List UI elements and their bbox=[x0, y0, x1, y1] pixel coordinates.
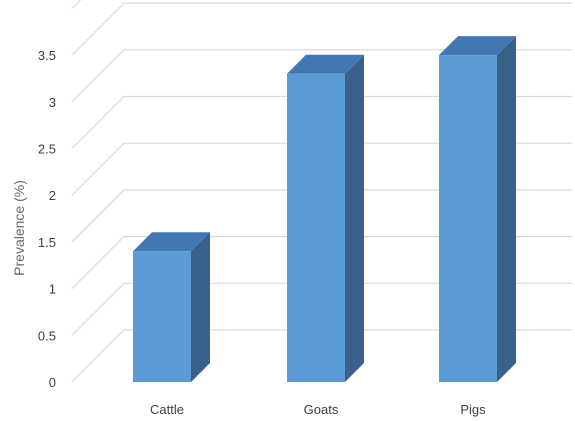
bar-front bbox=[133, 251, 191, 382]
bar-top bbox=[287, 54, 364, 74]
bar-goats bbox=[287, 54, 364, 382]
gridline bbox=[71, 236, 572, 290]
y-tick-label: 2.5 bbox=[38, 142, 56, 157]
bar-front bbox=[439, 55, 497, 382]
gridline bbox=[71, 49, 572, 103]
bar-top bbox=[439, 36, 516, 56]
bar-front bbox=[287, 73, 345, 382]
gridline bbox=[71, 95, 572, 149]
bar-cattle bbox=[133, 232, 210, 382]
y-tick-label: 1.5 bbox=[38, 235, 56, 250]
bars bbox=[133, 36, 516, 382]
gridline bbox=[71, 282, 572, 336]
x-category-label: Goats bbox=[304, 402, 339, 417]
y-tick-label: 3.5 bbox=[38, 48, 56, 63]
y-tick-label: 1 bbox=[49, 282, 56, 297]
gridline bbox=[71, 142, 572, 196]
bar-top bbox=[133, 232, 210, 252]
y-tick-label: 0 bbox=[49, 375, 56, 390]
y-tick-label: 0.5 bbox=[38, 328, 56, 343]
bar-side bbox=[497, 36, 516, 382]
x-axis-categories: Cattle Goats Pigs bbox=[150, 402, 486, 417]
bar-pigs bbox=[439, 36, 516, 382]
x-category-label: Cattle bbox=[150, 402, 184, 417]
gridline bbox=[71, 0, 82, 9]
gridline bbox=[71, 2, 572, 56]
bar-side bbox=[345, 54, 364, 382]
gridlines bbox=[71, 0, 572, 383]
y-tick-label: 2 bbox=[49, 188, 56, 203]
y-axis-label: Prevalence (%) bbox=[11, 180, 27, 276]
gridline bbox=[71, 189, 572, 243]
y-axis-ticks: 0 0.5 1 1.5 2 2.5 3 3.5 bbox=[38, 48, 56, 390]
gridline bbox=[71, 329, 572, 383]
y-tick-label: 3 bbox=[49, 95, 56, 110]
x-category-label: Pigs bbox=[460, 402, 486, 417]
bar-side bbox=[191, 232, 210, 382]
